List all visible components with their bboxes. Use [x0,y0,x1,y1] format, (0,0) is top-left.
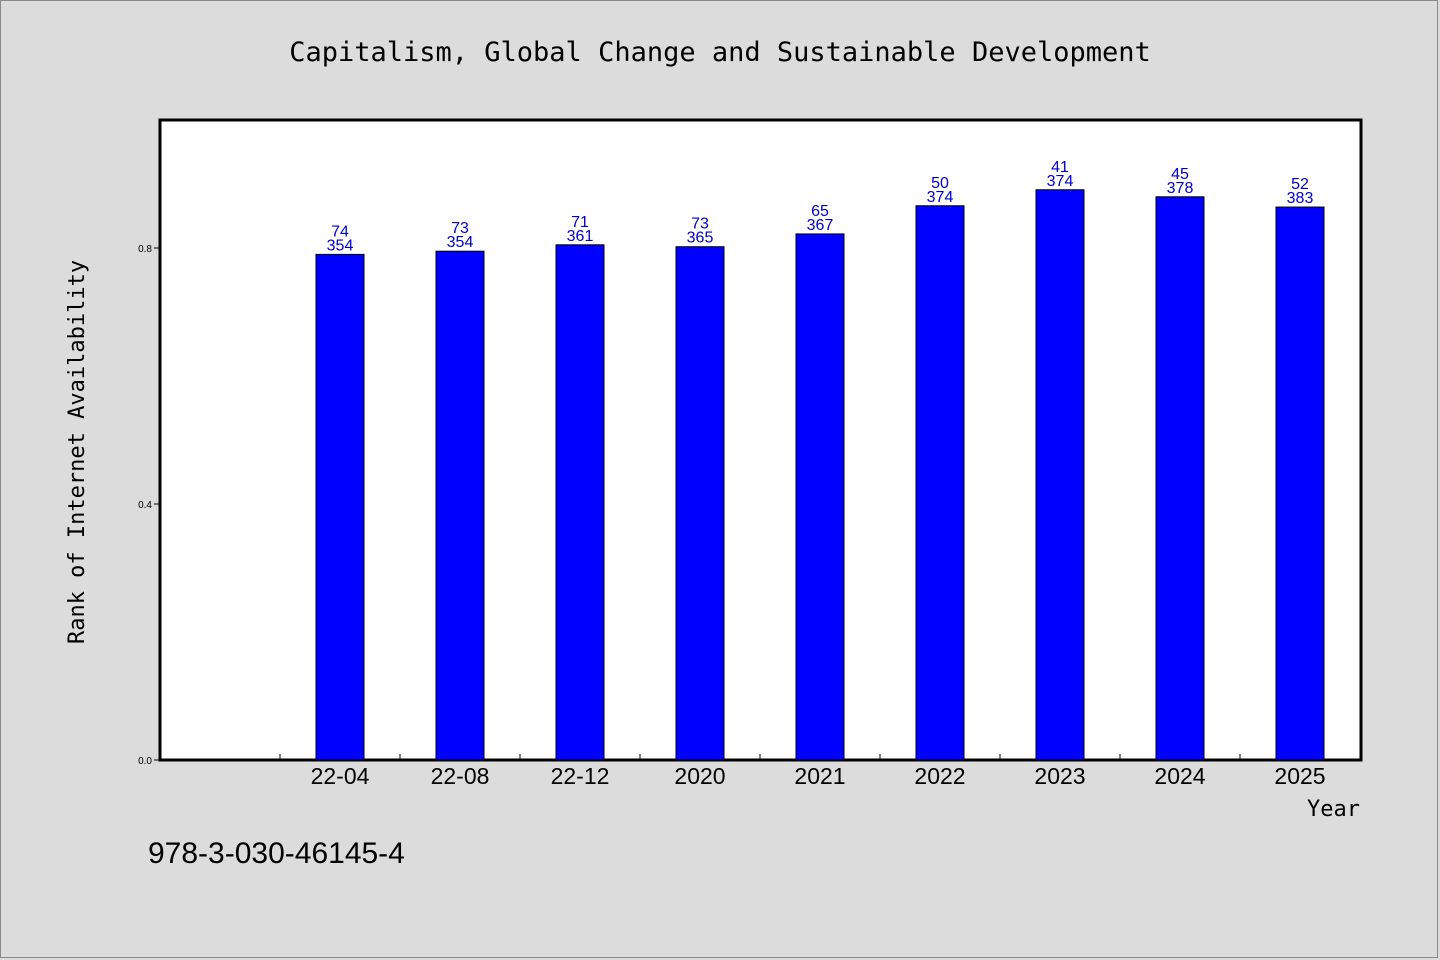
data-label-bottom: 365 [687,230,714,247]
x-tick-label: 22-04 [311,763,370,789]
data-label-bottom: 361 [567,228,594,245]
data-label-top: 50 [931,175,949,192]
bar [315,253,365,761]
x-tick-label: 2024 [1154,763,1205,789]
data-label-top: 73 [451,220,469,237]
data-label-top: 52 [1291,176,1309,193]
data-label-bottom: 374 [1047,173,1074,190]
data-label-top: 74 [331,223,349,240]
y-tick-label: 0.4 [138,500,152,511]
bar [675,246,725,761]
bar [1035,189,1085,761]
y-axis: 0.0 0.4 0.8 [138,244,160,767]
x-tick-label: 22-12 [551,763,610,789]
x-axis-title: Year [1307,797,1360,822]
data-label-bottom: 367 [807,217,834,234]
bar [1275,206,1325,761]
x-tick-label: 22-08 [431,763,490,789]
data-label-top: 45 [1171,166,1189,183]
x-axis: 22-04 22-08 22-12 2020 2021 2022 2023 2024 2025 [279,754,1361,789]
data-label-bottom: 354 [327,237,354,254]
y-axis-title: Rank of Internet Availability [65,260,90,644]
bar [555,244,605,761]
data-label-top: 41 [1051,159,1069,176]
bar [795,233,845,761]
data-label-bottom: 354 [447,234,474,251]
y-tick-label: 0.8 [138,244,152,255]
data-label-top: 73 [691,216,709,233]
data-label-bottom: 374 [927,189,954,206]
chart-title: Capitalism, Global Change and Sustainabl… [289,37,1151,68]
data-label-bottom: 383 [1287,190,1314,207]
x-tick-label: 2023 [1034,763,1085,789]
bar [915,205,965,761]
bar [435,250,485,761]
x-tick-label: 2022 [914,763,965,789]
x-tick-label: 2021 [794,763,845,789]
bar [1155,196,1205,761]
x-tick-label: 2020 [674,763,725,789]
data-label-bottom: 378 [1167,180,1194,197]
bar-series [315,189,1325,761]
data-label-top: 65 [811,203,829,220]
data-label-top: 71 [571,214,589,231]
x-tick-label: 2025 [1274,763,1325,789]
isbn-text: 978-3-030-46145-4 [148,837,405,870]
y-tick-label: 0.0 [138,756,152,767]
